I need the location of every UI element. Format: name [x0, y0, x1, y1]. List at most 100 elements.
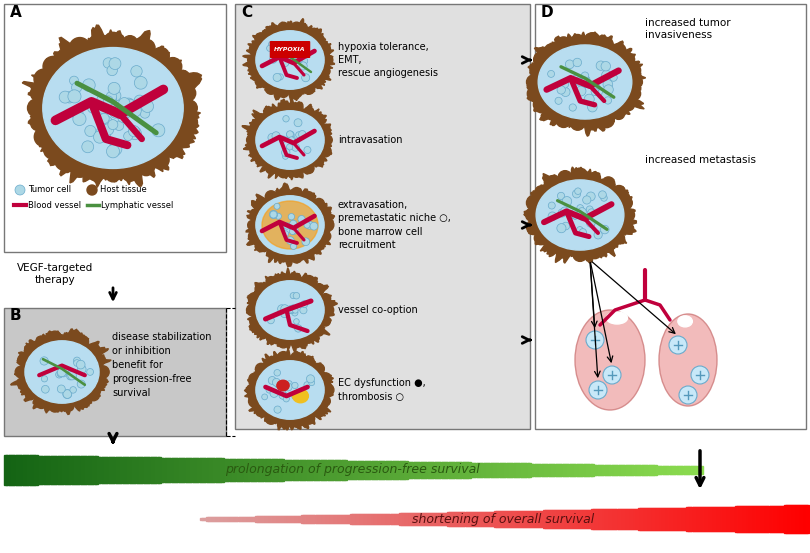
- Bar: [200, 518, 203, 520]
- Bar: [262, 459, 266, 481]
- Bar: [216, 517, 220, 521]
- Circle shape: [266, 249, 275, 258]
- Circle shape: [581, 75, 590, 85]
- Bar: [399, 514, 402, 525]
- Bar: [574, 464, 578, 476]
- Bar: [234, 517, 237, 521]
- Circle shape: [111, 100, 124, 113]
- Circle shape: [141, 100, 154, 112]
- Bar: [336, 515, 339, 523]
- Bar: [258, 517, 262, 521]
- Circle shape: [279, 273, 288, 282]
- Circle shape: [256, 326, 266, 336]
- Bar: [292, 460, 296, 481]
- Bar: [185, 458, 189, 482]
- Bar: [202, 458, 205, 482]
- Circle shape: [76, 361, 85, 369]
- Bar: [488, 463, 492, 477]
- Bar: [598, 465, 601, 476]
- Bar: [67, 456, 70, 484]
- Circle shape: [262, 394, 267, 400]
- Bar: [407, 462, 410, 478]
- Bar: [146, 457, 149, 483]
- Bar: [246, 517, 249, 521]
- Circle shape: [584, 94, 595, 104]
- Circle shape: [601, 61, 611, 71]
- Circle shape: [63, 390, 72, 398]
- Circle shape: [88, 35, 104, 51]
- Bar: [628, 465, 631, 475]
- Circle shape: [322, 219, 334, 231]
- Circle shape: [112, 102, 125, 115]
- Bar: [164, 457, 168, 482]
- Bar: [181, 458, 184, 482]
- Bar: [160, 457, 164, 482]
- Bar: [228, 517, 232, 521]
- Bar: [275, 516, 278, 522]
- Bar: [633, 509, 637, 529]
- Circle shape: [107, 103, 118, 114]
- Bar: [55, 456, 58, 484]
- Bar: [462, 512, 464, 526]
- Bar: [433, 513, 436, 525]
- Circle shape: [545, 107, 557, 119]
- Bar: [417, 513, 420, 525]
- Bar: [640, 508, 643, 530]
- Circle shape: [122, 98, 135, 111]
- Bar: [102, 457, 105, 483]
- Bar: [308, 515, 310, 523]
- Circle shape: [612, 185, 625, 199]
- Bar: [616, 509, 619, 529]
- Bar: [639, 465, 643, 474]
- Bar: [757, 506, 761, 532]
- Bar: [74, 456, 77, 484]
- Bar: [579, 510, 582, 528]
- Bar: [218, 517, 221, 521]
- Bar: [526, 463, 529, 477]
- Circle shape: [270, 210, 278, 218]
- Bar: [482, 512, 484, 526]
- Text: D: D: [541, 5, 553, 20]
- Bar: [121, 457, 124, 483]
- Bar: [83, 456, 87, 484]
- Circle shape: [248, 221, 257, 229]
- Bar: [415, 513, 418, 525]
- Bar: [684, 466, 687, 474]
- Bar: [776, 505, 778, 533]
- Circle shape: [284, 396, 289, 402]
- Circle shape: [70, 76, 79, 85]
- Text: vessel co-option: vessel co-option: [338, 305, 418, 315]
- Bar: [446, 462, 450, 478]
- Ellipse shape: [678, 316, 693, 327]
- Bar: [162, 457, 165, 482]
- Circle shape: [288, 307, 294, 313]
- Bar: [353, 461, 356, 479]
- Bar: [709, 507, 712, 531]
- Bar: [506, 511, 509, 527]
- Circle shape: [266, 357, 275, 366]
- Bar: [586, 465, 589, 476]
- Bar: [177, 458, 180, 482]
- Circle shape: [530, 65, 541, 76]
- Bar: [476, 463, 480, 477]
- Bar: [309, 460, 313, 480]
- Circle shape: [18, 378, 29, 390]
- Bar: [46, 456, 49, 484]
- Text: HYPOXIA: HYPOXIA: [275, 47, 306, 52]
- Circle shape: [602, 177, 615, 190]
- Bar: [800, 505, 803, 533]
- Bar: [528, 463, 531, 477]
- Circle shape: [255, 363, 266, 374]
- Bar: [761, 506, 765, 532]
- Circle shape: [58, 385, 66, 393]
- Circle shape: [292, 310, 298, 316]
- Bar: [682, 508, 685, 530]
- Ellipse shape: [659, 314, 717, 406]
- Bar: [637, 509, 641, 530]
- Circle shape: [602, 70, 612, 80]
- Circle shape: [544, 44, 558, 58]
- Bar: [504, 512, 507, 526]
- Circle shape: [580, 77, 590, 87]
- Circle shape: [290, 220, 297, 227]
- Circle shape: [578, 207, 586, 216]
